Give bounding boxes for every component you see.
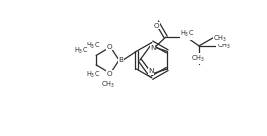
Text: CH$_3$: CH$_3$	[191, 54, 205, 64]
Text: H$_3$C: H$_3$C	[86, 69, 100, 80]
Text: O: O	[181, 34, 186, 40]
Text: O: O	[154, 23, 160, 29]
Text: B: B	[119, 57, 123, 63]
Text: H$_3$C: H$_3$C	[74, 45, 88, 56]
Text: CH$_3$: CH$_3$	[213, 34, 227, 44]
Text: H$_3$C: H$_3$C	[180, 29, 194, 39]
Text: N: N	[148, 69, 154, 75]
Text: CH$_3$: CH$_3$	[217, 41, 231, 51]
Text: O: O	[107, 44, 112, 50]
Text: O: O	[107, 71, 112, 77]
Text: N: N	[151, 45, 156, 51]
Text: H$_3$C: H$_3$C	[86, 41, 100, 51]
Text: CH$_3$: CH$_3$	[101, 79, 115, 89]
